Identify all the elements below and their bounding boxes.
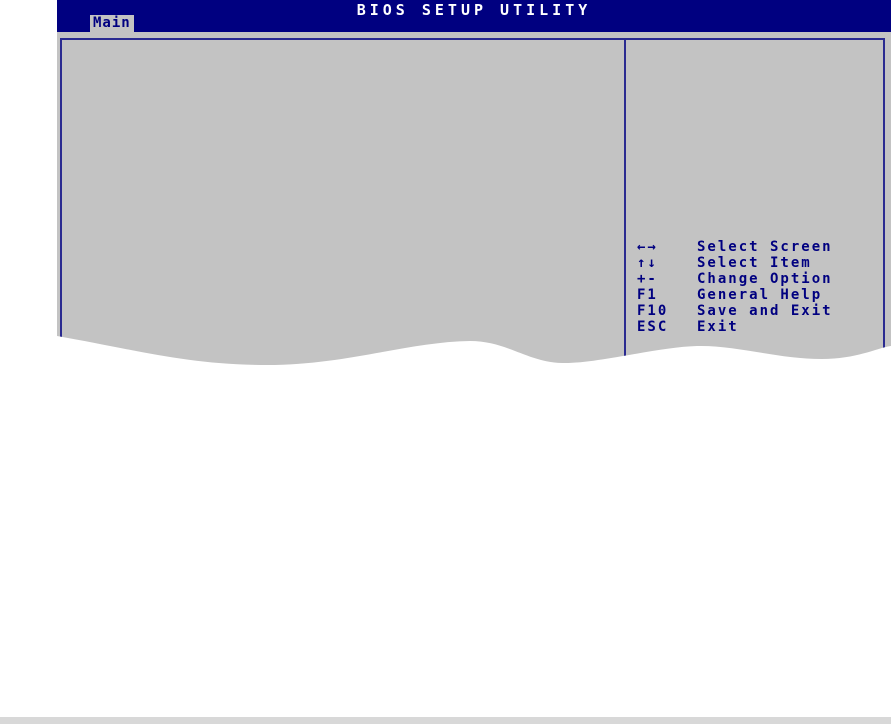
- help-row: F10 Save and Exit: [637, 303, 885, 319]
- help-key-esc: ESC: [637, 319, 669, 335]
- bios-setup-screenshot: BIOS SETUP UTILITY Main ←→ Select Screen…: [57, 0, 891, 368]
- help-label: Select Item: [697, 255, 812, 271]
- help-key-arrows-ud: ↑↓: [637, 255, 658, 271]
- help-row: +- Change Option: [637, 271, 885, 287]
- help-key-f10: F10: [637, 303, 669, 319]
- page-title: BIOS SETUP UTILITY: [356, 1, 592, 19]
- frame-left-border: [60, 38, 62, 368]
- frame-top-border: [60, 38, 885, 40]
- help-key-arrows-lr: ←→: [637, 239, 658, 255]
- help-label: Change Option: [697, 271, 833, 287]
- help-row: ←→ Select Screen: [637, 239, 885, 255]
- page-bottom-bar: [0, 717, 891, 724]
- help-label: Select Screen: [697, 239, 833, 255]
- help-label: Save and Exit: [697, 303, 833, 319]
- help-row: F1 General Help: [637, 287, 885, 303]
- help-key-plusminus: +-: [637, 271, 658, 287]
- torn-edge-decoration: [57, 336, 891, 368]
- help-panel: ←→ Select Screen ↑↓ Select Item +- Chang…: [637, 239, 885, 335]
- help-row: ↑↓ Select Item: [637, 255, 885, 271]
- help-label: Exit: [697, 319, 739, 335]
- tab-main[interactable]: Main: [90, 15, 134, 32]
- help-row: ESC Exit: [637, 319, 885, 335]
- panel-divider: [624, 38, 626, 368]
- help-label: General Help: [697, 287, 823, 303]
- title-bar: BIOS SETUP UTILITY Main: [57, 0, 891, 32]
- frame-right-border: [883, 38, 885, 368]
- screen-background: [57, 32, 891, 368]
- help-key-f1: F1: [637, 287, 658, 303]
